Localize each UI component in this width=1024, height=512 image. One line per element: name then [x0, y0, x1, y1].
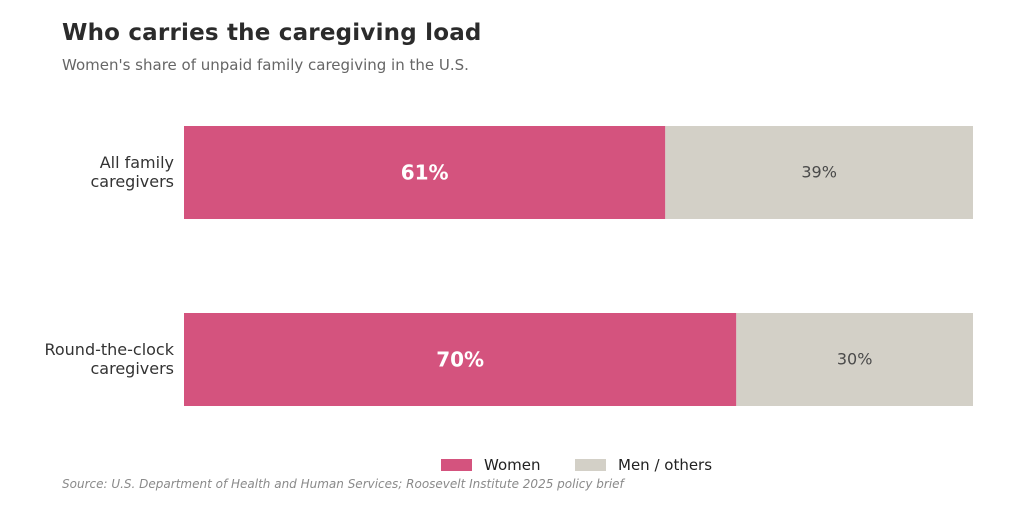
data-label-men-others-round-the-clock-caregivers: 30% — [837, 350, 873, 369]
chart-title: Who carries the caregiving load — [62, 20, 482, 46]
legend: Women Men / others — [441, 456, 712, 474]
chart-subtitle: Women's share of unpaid family caregivin… — [62, 56, 469, 74]
category-label-round-the-clock-caregivers: Round-the-clock caregivers — [44, 340, 174, 378]
category-label-all-family-caregivers: All family caregivers — [91, 153, 175, 191]
source-note: Source: U.S. Department of Health and Hu… — [62, 477, 624, 491]
bar-women-round-the-clock-caregivers — [184, 313, 737, 406]
bar-men-others-all-family-caregivers — [665, 126, 973, 219]
bar-women-all-family-caregivers — [184, 126, 666, 219]
legend-label-women: Women — [484, 456, 540, 474]
data-label-women-all-family-caregivers: 61% — [401, 161, 449, 185]
plot-area: All family caregivers 61% 39% Round-the-cloc… — [44, 126, 973, 406]
data-label-women-round-the-clock-caregivers: 70% — [436, 348, 484, 372]
legend-swatch-women — [441, 459, 472, 471]
legend-label-men-others: Men / others — [618, 456, 712, 474]
data-label-men-others-all-family-caregivers: 39% — [801, 163, 837, 182]
bar-men-others-round-the-clock-caregivers — [736, 313, 973, 406]
legend-swatch-men-others — [575, 459, 606, 471]
